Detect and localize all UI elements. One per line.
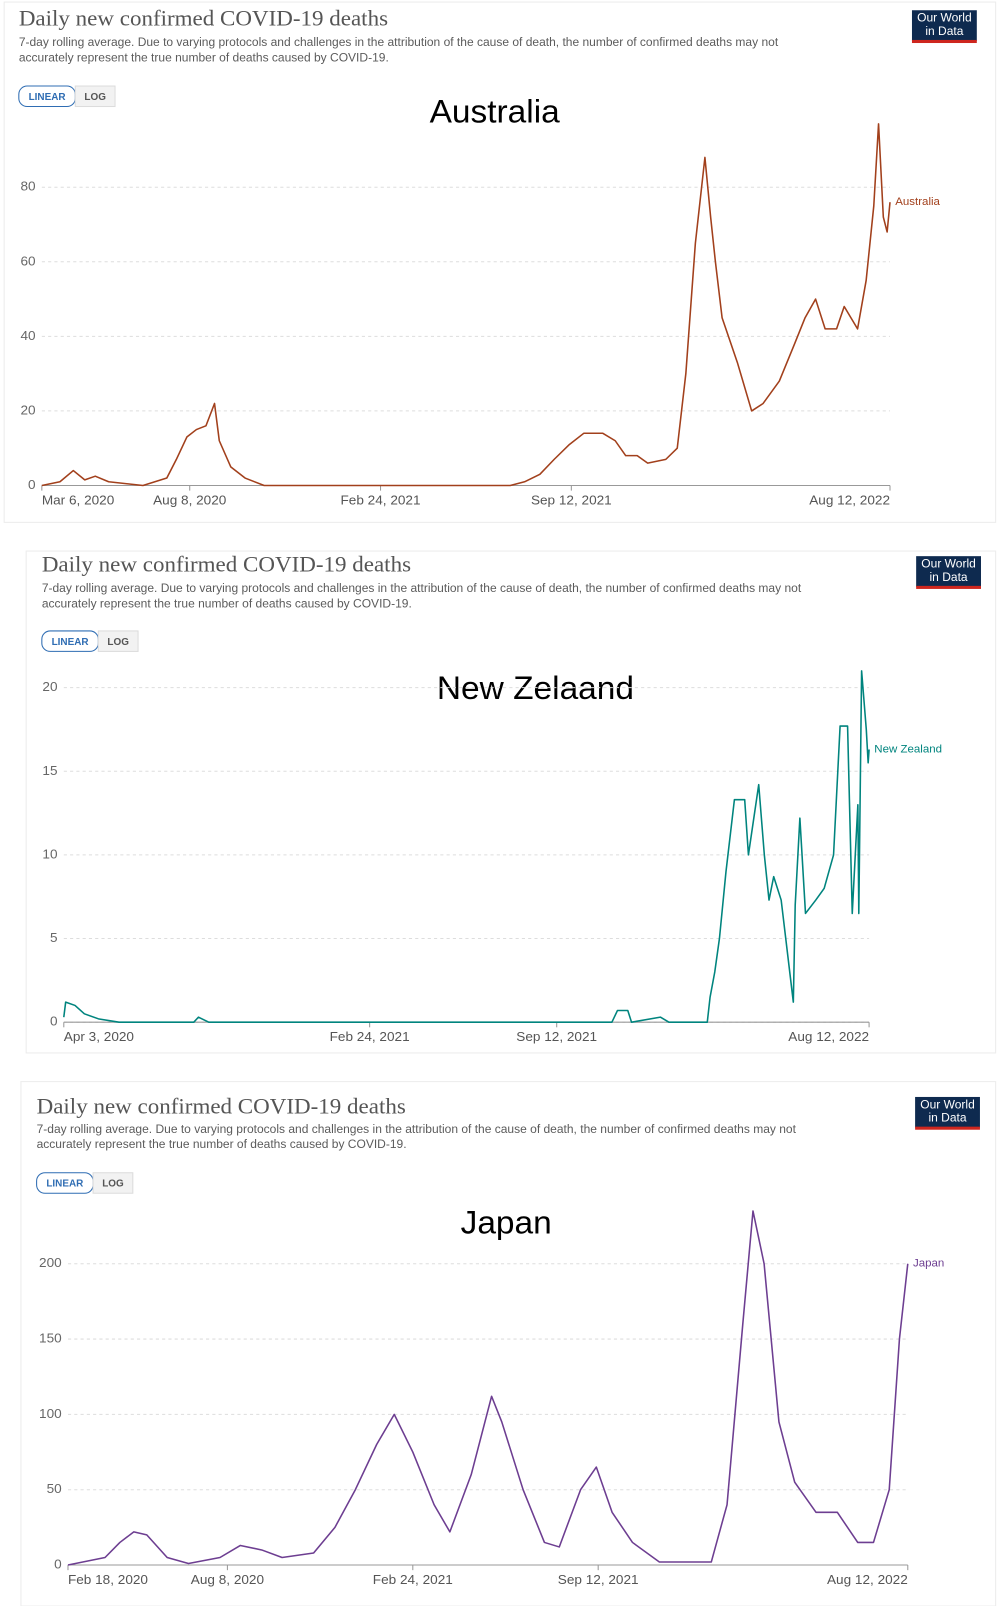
x-tick-label: Aug 8, 2020 — [191, 1572, 264, 1587]
chart-subtitle: 7-day rolling average. Due to varying pr… — [42, 581, 802, 595]
line-label: Japan — [913, 1258, 944, 1270]
annotation: Australia — [430, 94, 561, 131]
y-tick-label: 20 — [20, 403, 35, 418]
scale-button-label[interactable]: LINEAR — [46, 1179, 83, 1190]
logo-text: in Data — [930, 570, 968, 584]
y-tick-label: 20 — [42, 679, 57, 694]
y-tick-label: 80 — [20, 179, 35, 194]
scale-button-label[interactable]: LINEAR — [29, 92, 66, 103]
scale-button[interactable] — [74, 85, 116, 108]
x-tick-label: Sep 12, 2021 — [558, 1572, 639, 1587]
y-tick-label: 0 — [28, 477, 36, 492]
logo-bar — [915, 1126, 980, 1130]
chart-subtitle: 7-day rolling average. Due to varying pr… — [19, 35, 779, 49]
panel — [25, 550, 997, 1054]
y-tick-label: 5 — [50, 930, 58, 945]
y-tick-label: 150 — [39, 1331, 62, 1346]
chart-title: Daily new confirmed COVID-19 deaths — [37, 1094, 406, 1119]
logo-bar — [911, 39, 977, 44]
logo-text: Our World — [921, 557, 976, 571]
chart-subtitle: accurately represent the true number of … — [42, 597, 412, 611]
scale-button-label[interactable]: LOG — [84, 92, 106, 103]
x-tick-label: Sep 12, 2021 — [531, 492, 612, 507]
chart-subtitle: accurately represent the true number of … — [19, 51, 389, 65]
annotation: Japan — [461, 1205, 552, 1242]
x-tick-label: Feb 24, 2021 — [341, 492, 421, 507]
x-tick-label: Aug 12, 2022 — [827, 1572, 908, 1587]
chart-subtitle: 7-day rolling average. Due to varying pr… — [37, 1122, 797, 1136]
x-tick-label: Aug 8, 2020 — [153, 492, 226, 507]
chart-title: Daily new confirmed COVID-19 deaths — [19, 6, 388, 31]
y-tick-label: 10 — [42, 847, 57, 862]
scale-button[interactable] — [97, 630, 139, 652]
logo-box — [911, 10, 977, 41]
x-tick-label: Mar 6, 2020 — [42, 492, 114, 507]
x-tick-label: Apr 3, 2020 — [64, 1029, 134, 1044]
scale-button-label[interactable]: LOG — [102, 1179, 124, 1190]
x-tick-label: Aug 12, 2022 — [788, 1029, 869, 1044]
y-tick-label: 50 — [47, 1481, 62, 1496]
logo-bar — [916, 585, 981, 589]
y-tick-label: 40 — [20, 328, 35, 343]
annotation: New Zelaand — [437, 670, 634, 707]
logo-box — [916, 556, 981, 587]
logo-text: in Data — [925, 24, 963, 38]
data-line — [41, 123, 891, 487]
chart-subtitle: accurately represent the true number of … — [37, 1137, 407, 1151]
y-tick-label: 15 — [42, 763, 57, 778]
y-tick-label: 100 — [39, 1406, 62, 1421]
logo-text: in Data — [928, 1111, 966, 1125]
x-tick-label: Feb 24, 2021 — [373, 1572, 453, 1587]
x-tick-label: Aug 12, 2022 — [809, 492, 890, 507]
y-tick-label: 0 — [50, 1014, 58, 1029]
line-label: Australia — [895, 196, 940, 208]
data-line — [63, 670, 870, 1023]
scale-button[interactable] — [92, 1172, 134, 1194]
x-tick-label: Feb 24, 2021 — [330, 1029, 410, 1044]
scale-button-label[interactable]: LINEAR — [52, 637, 89, 648]
logo-box — [915, 1096, 980, 1128]
data-line — [67, 1210, 909, 1566]
y-tick-label: 0 — [54, 1557, 62, 1572]
y-tick-label: 60 — [20, 253, 35, 268]
line-label: New Zealand — [874, 744, 942, 756]
logo-text: Our World — [917, 11, 972, 25]
logo-text: Our World — [920, 1097, 975, 1111]
y-tick-label: 200 — [39, 1255, 62, 1270]
chart-title: Daily new confirmed COVID-19 deaths — [42, 552, 411, 577]
scale-button-label[interactable]: LOG — [107, 637, 129, 648]
x-tick-label: Feb 18, 2020 — [68, 1572, 148, 1587]
x-tick-label: Sep 12, 2021 — [516, 1029, 597, 1044]
panel — [20, 1081, 997, 1606]
